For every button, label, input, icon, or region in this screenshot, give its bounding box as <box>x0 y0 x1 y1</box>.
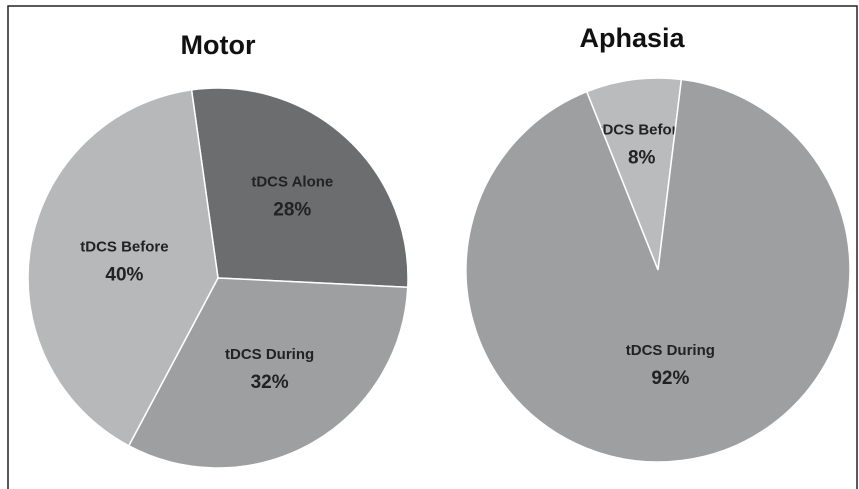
slice-label: tDCS Alone <box>251 174 333 191</box>
pie-slice <box>465 78 851 463</box>
pie-slice <box>27 89 219 447</box>
slice-value-label: 8% <box>628 147 656 168</box>
slice-value-label: 40% <box>105 265 143 286</box>
pie-slice <box>190 87 409 289</box>
slice-value-label: 28% <box>273 200 311 221</box>
slice-value-label: 32% <box>251 372 289 393</box>
chart-title: Aphasia <box>579 23 685 53</box>
pie-slice <box>585 77 683 271</box>
chart-title: Motor <box>181 30 256 60</box>
slice-label: tDCS During <box>225 346 314 363</box>
slice-label: tDCS During <box>626 342 715 359</box>
pie-slice <box>127 277 409 469</box>
slice-label: tDCS Before <box>597 121 685 138</box>
frame <box>7 5 858 489</box>
slice-label: tDCS Before <box>80 238 168 255</box>
slice-value-label: 92% <box>651 368 689 389</box>
